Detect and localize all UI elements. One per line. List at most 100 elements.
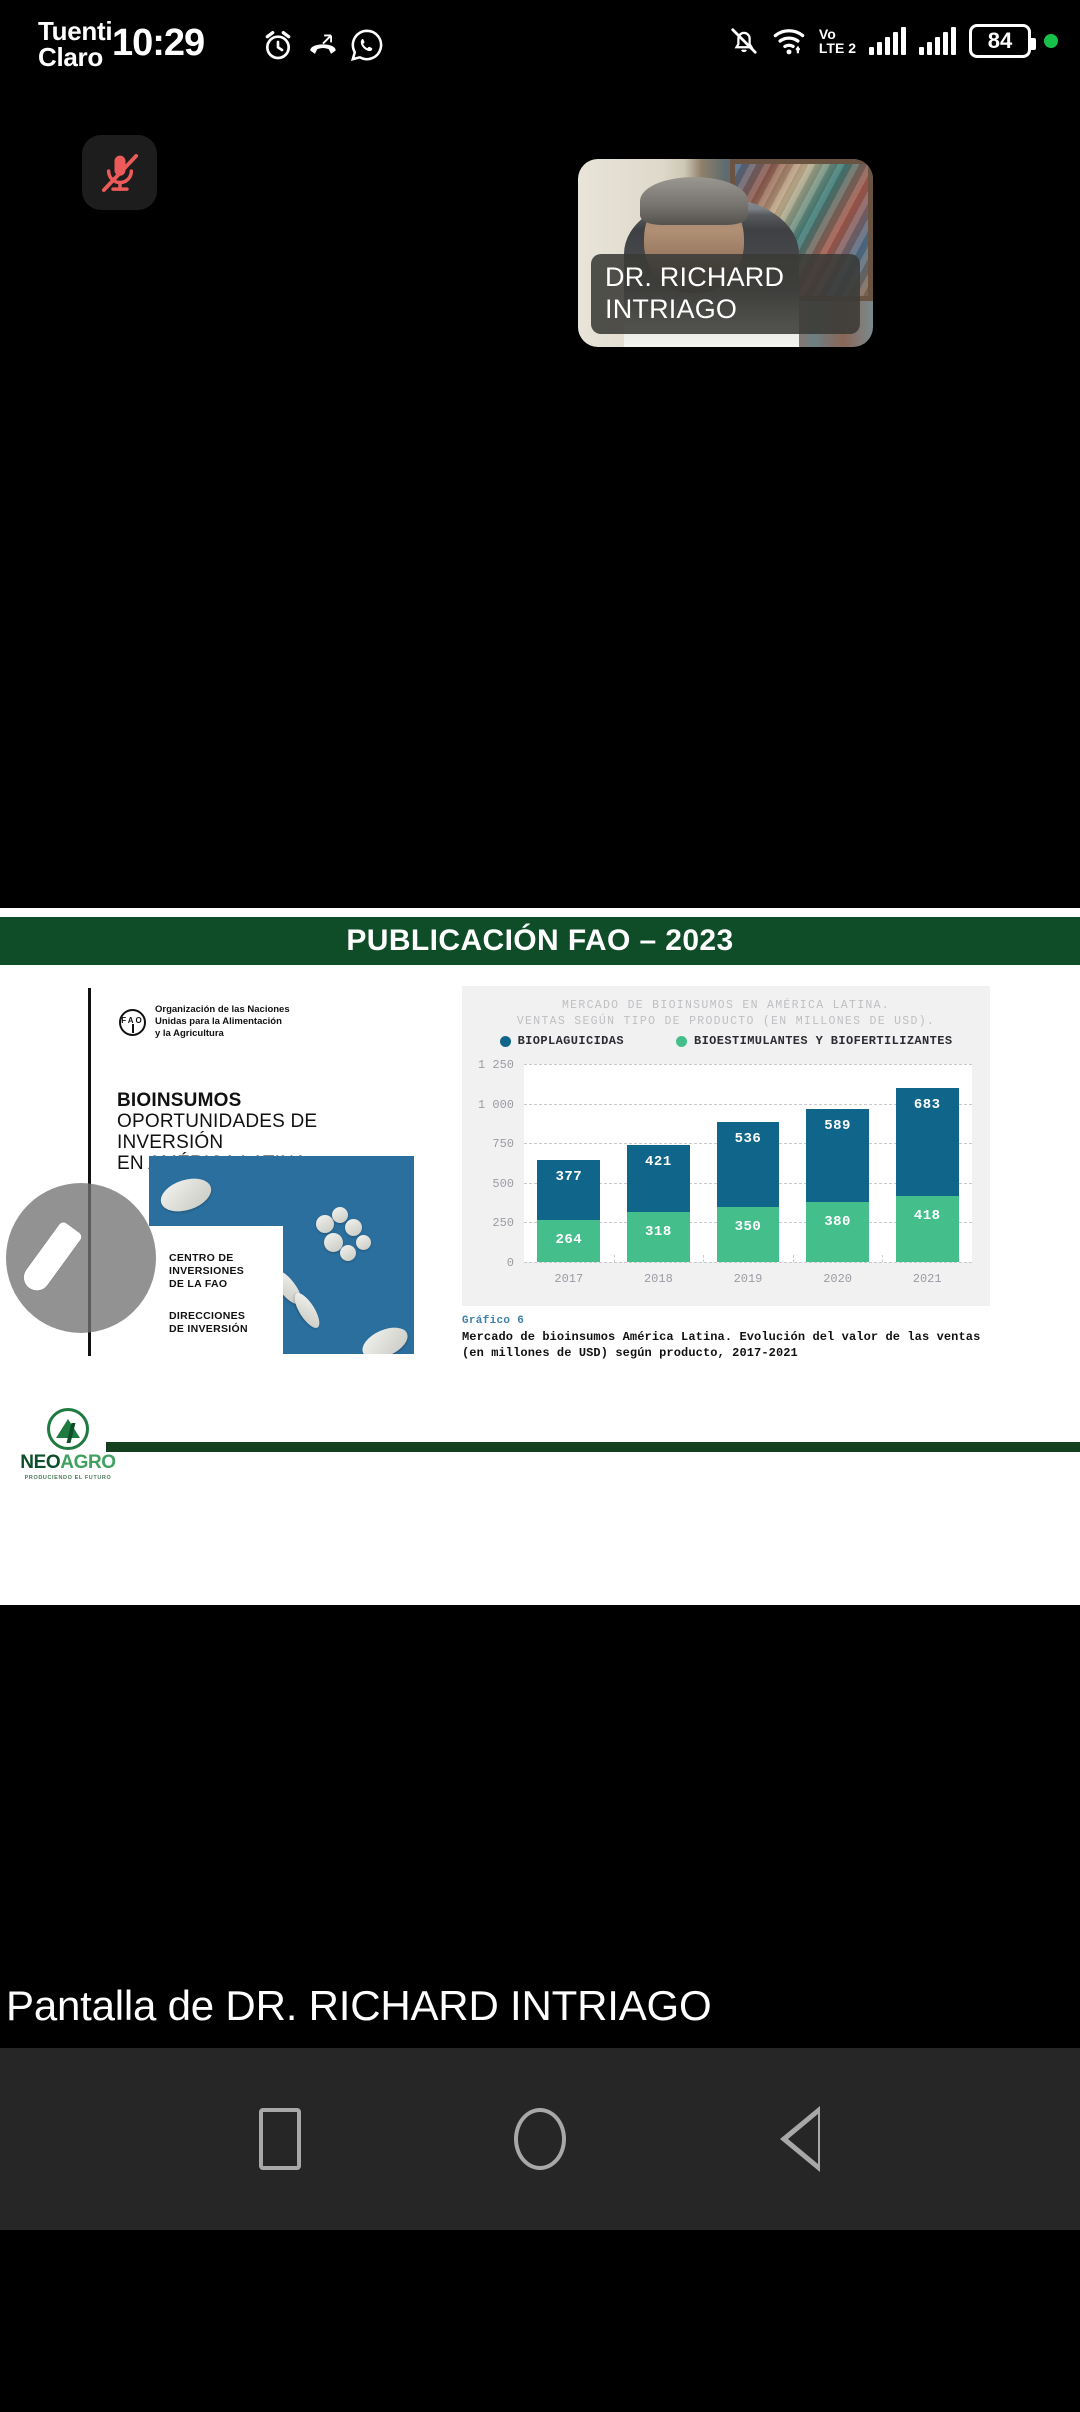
chart-bar-segment-bioplaguicidas: 421: [627, 1144, 690, 1212]
battery-percent-label: 84: [987, 28, 1013, 53]
bar-value-label: 683: [913, 1096, 941, 1113]
chart-plot-area: 0 250 500 750 1 000 1 250 264 377 2017 318 421 2018…: [478, 1058, 972, 1286]
screen-share-label-text: Pantalla de DR. RICHARD INTRIAGO: [6, 1982, 712, 2029]
status-bar: Tuenti Claro 10:29 Vo LTE 2: [0, 0, 1080, 88]
chart-gridline: 0: [507, 1256, 972, 1270]
fao-org-line-3: y la Agricultura: [155, 1028, 224, 1039]
network-type-label: Vo LTE 2: [819, 27, 856, 55]
mute-indicator-badge[interactable]: [82, 135, 157, 210]
y-axis-tick-label: 1 250: [477, 1058, 514, 1072]
home-icon: [514, 2108, 566, 2170]
recent-apps-icon: [259, 2108, 301, 2170]
fao-org-text: Organización de las Naciones Unidas para…: [155, 1004, 290, 1040]
cover-tag-centro: CENTRO DE INVERSIONES DE LA FAO: [169, 1252, 245, 1290]
y-axis-tick-label: 1 000: [477, 1097, 514, 1112]
network-line-1: Vo: [818, 26, 836, 42]
neoagro-logo: NEOAGRO PRODUCIENDO EL FUTURO: [18, 1408, 118, 1481]
screen-share-label: Pantalla de DR. RICHARD INTRIAGO: [0, 1982, 1080, 2048]
chart-caption-text: Mercado de bioinsumos América Latina. Ev…: [462, 1330, 981, 1360]
microphone-muted-icon: [101, 153, 138, 192]
android-navigation-bar: [0, 2048, 1080, 2230]
chart-bar-group: 418 683 2021: [895, 1087, 959, 1286]
participant-name-plate: DR. RICHARD INTRIAGO: [591, 254, 860, 334]
fao-logo: Organización de las Naciones Unidas para…: [119, 1004, 290, 1040]
bar-value-label: 589: [824, 1117, 851, 1134]
x-axis-tick-mark: [703, 1255, 705, 1262]
signal-icon: [869, 27, 906, 55]
chart-bar-group: 380 589 2020: [806, 1108, 869, 1286]
chart-bar-segment-bioplaguicidas: 536: [716, 1121, 780, 1207]
chart-panel: MERCADO DE BIOINSUMOS EN AMÉRICA LATINA.…: [462, 986, 990, 1306]
shared-screen-slide[interactable]: PUBLICACIÓN FAO – 2023 Organización de l…: [0, 908, 1080, 1605]
legend-dot-icon: [499, 1035, 511, 1047]
participant-video-tile[interactable]: DR. RICHARD INTRIAGO: [578, 159, 873, 347]
chart-bar-segment-bioplaguicidas: 683: [895, 1087, 959, 1196]
y-axis-tick-label: 0: [506, 1256, 514, 1270]
fao-org-line-2: Unidas para la Alimentación: [155, 1016, 282, 1027]
chart-caption: Gráfico 6 Mercado de bioinsumos América …: [462, 1314, 990, 1361]
y-axis-tick-label: 250: [492, 1216, 514, 1231]
neoagro-mark-icon: [47, 1408, 89, 1450]
neoagro-tagline: PRODUCIENDO EL FUTURO: [24, 1475, 112, 1481]
chart-bar-segment-bioestimulantes: 264: [537, 1220, 601, 1262]
fao-org-line-1: Organización de las Naciones: [155, 1004, 290, 1015]
legend-dot-icon: [675, 1035, 687, 1047]
chart-title-line-1: MERCADO DE BIOINSUMOS EN AMÉRICA LATINA.: [561, 999, 891, 1012]
whatsapp-icon: [350, 29, 383, 61]
x-axis-tick-mark: [882, 1255, 884, 1262]
battery-indicator: 84: [969, 24, 1036, 58]
legend-item-2: BIOESTIMULANTES Y BIOFERTILIZANTES: [675, 1034, 953, 1048]
alarm-icon: [265, 30, 291, 60]
chart-bar-segment-bioestimulantes: 350: [716, 1206, 780, 1262]
book-cover-artwork: CENTRO DE INVERSIONES DE LA FAO DIRECCIO…: [149, 1156, 414, 1354]
chart-caption-label: Gráfico 6: [462, 1315, 525, 1327]
neoagro-word-2: AGRO: [60, 1452, 116, 1473]
x-axis-tick-label: 2017: [554, 1272, 584, 1286]
chart-legend: BIOPLAGUICIDAS BIOESTIMULANTES Y BIOFERTI…: [462, 1034, 990, 1048]
slide-footer-bar: [106, 1442, 1080, 1452]
status-right-icons: Vo LTE 2 84: [729, 24, 1058, 58]
y-axis-tick-label: 750: [492, 1137, 514, 1152]
meeting-stage: DR. RICHARD INTRIAGO PUBLICACIÓN FAO – 2…: [0, 88, 1080, 2230]
slide-title-bar: PUBLICACIÓN FAO – 2023: [0, 917, 1080, 965]
pointer-magnifier-overlay: [6, 1183, 156, 1333]
clock-label: 10:29: [112, 22, 205, 64]
chart-gridline: 1 250: [478, 1058, 972, 1072]
cover-tag-direcciones: DIRECCIONES DE INVERSIÓN: [169, 1310, 248, 1335]
carrier-label: Tuenti Claro: [38, 16, 113, 72]
x-axis-tick-mark: [613, 1255, 615, 1262]
x-axis-tick-label: 2018: [643, 1272, 673, 1286]
recent-apps-button[interactable]: [245, 2104, 315, 2174]
wifi-icon: [773, 29, 805, 55]
bar-value-label: 418: [913, 1207, 941, 1224]
chart-bar-group: 350 536 2019: [716, 1121, 780, 1286]
chart-bar-segment-bioplaguicidas: 377: [537, 1160, 601, 1221]
legend-item-1: BIOPLAGUICIDAS: [499, 1034, 624, 1048]
x-axis-tick-mark: [792, 1255, 794, 1262]
chart-bar-segment-bioplaguicidas: 589: [806, 1108, 869, 1202]
bar-value-label: 350: [734, 1218, 762, 1235]
bar-value-label: 318: [645, 1223, 672, 1240]
chart-bar-group: 264 377 2017: [537, 1160, 601, 1286]
signal-icon: [919, 27, 956, 55]
book-title-line-1: BIOINSUMOS: [117, 1090, 242, 1111]
home-button[interactable]: [505, 2104, 575, 2174]
cover-tag-panel: CENTRO DE INVERSIONES DE LA FAO DIRECCIO…: [149, 1226, 283, 1354]
bar-value-label: 264: [555, 1232, 583, 1249]
silent-mode-icon: [731, 28, 757, 54]
recording-dot-icon: [1044, 34, 1058, 48]
bar-value-label: 380: [824, 1213, 851, 1230]
bar-value-label: 536: [734, 1130, 762, 1147]
legend-label: BIOESTIMULANTES Y BIOFERTILIZANTES: [693, 1034, 953, 1048]
neoagro-word-1: NEO: [20, 1452, 61, 1473]
participant-hair: [640, 177, 748, 225]
chart-title-line-2: VENTAS SEGÚN TIPO DE PRODUCTO (EN MILLON…: [516, 1015, 936, 1028]
network-line-2: LTE 2: [818, 40, 856, 56]
back-button[interactable]: [765, 2104, 835, 2174]
x-axis-tick-label: 2019: [733, 1272, 763, 1286]
x-axis-tick-label: 2021: [912, 1272, 942, 1286]
book-title-line-2: OPORTUNIDADES DE INVERSIÓN: [117, 1111, 318, 1153]
y-axis-tick-label: 500: [492, 1176, 514, 1191]
slide-top-margin: [0, 908, 1080, 917]
chart-bar-segment-bioestimulantes: 380: [806, 1201, 869, 1262]
